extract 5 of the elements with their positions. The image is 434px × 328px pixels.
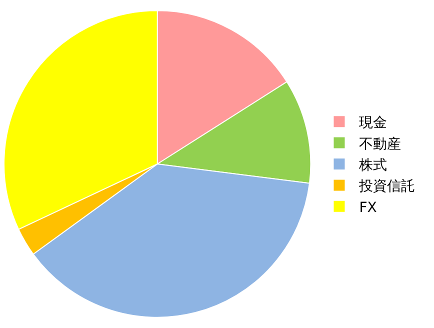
legend-label: FX (359, 200, 378, 216)
legend-label: 現金 (359, 115, 388, 132)
legend-label: 投資信託 (358, 178, 416, 195)
legend-label: 株式 (358, 157, 388, 174)
legend-label: 不動産 (359, 136, 402, 152)
